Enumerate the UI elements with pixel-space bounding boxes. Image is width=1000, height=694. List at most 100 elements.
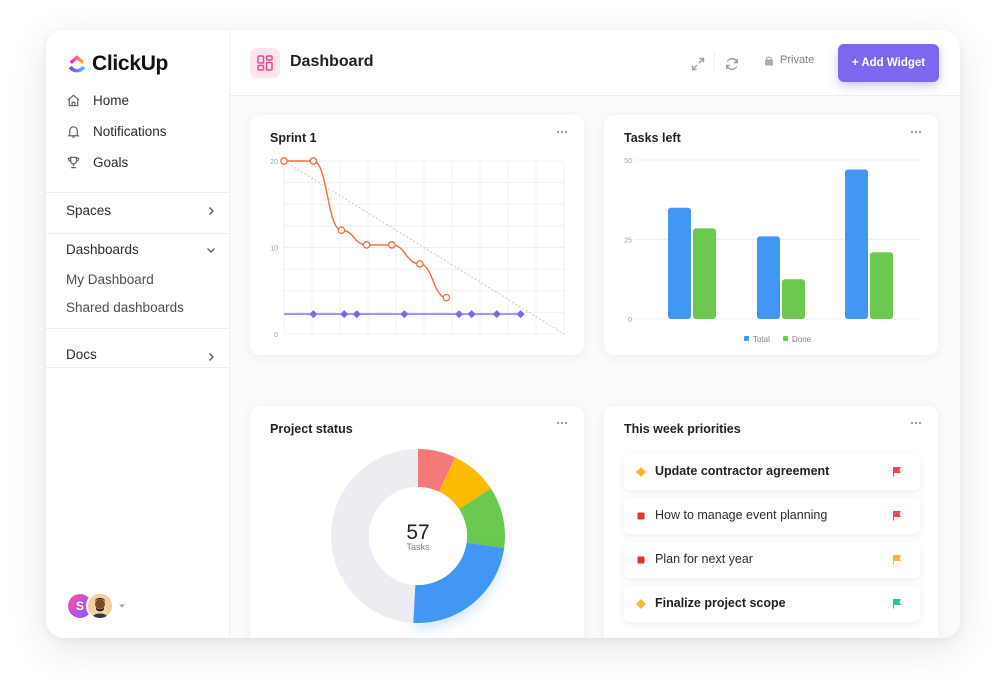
widget-priorities: This week priorities Update contractor a… (604, 406, 938, 638)
burndown-point[interactable] (337, 226, 346, 235)
priority-diamond-icon (636, 467, 646, 477)
expand-icon[interactable] (690, 56, 706, 72)
section-label: Spaces (66, 203, 112, 218)
bar-done[interactable] (782, 279, 805, 319)
flag-icon[interactable] (892, 466, 902, 477)
y-tick-label: 0 (628, 317, 632, 324)
sidebar-item-my-dashboard[interactable]: My Dashboard (66, 272, 154, 287)
more-icon[interactable] (556, 420, 568, 426)
donut-slice[interactable] (459, 488, 505, 548)
bar-done[interactable] (870, 252, 893, 319)
sidebar: ClickUp Home Notifications Goals Spaces (46, 30, 230, 638)
project-status-chart: 57 Tasks (331, 449, 505, 623)
lock-icon (765, 56, 773, 65)
burndown-line (284, 160, 447, 299)
chart-grid (283, 160, 565, 335)
chevron-right-icon (209, 353, 214, 361)
sidebar-item-goals[interactable]: Goals (66, 155, 128, 170)
chevron-right-icon (209, 206, 214, 215)
header-divider (714, 52, 715, 74)
refresh-icon[interactable] (724, 56, 740, 72)
sidebar-item-notifications[interactable]: Notifications (66, 124, 167, 139)
ideal-line (283, 160, 565, 335)
legend-swatch (783, 336, 788, 341)
sidebar-item-label: Notifications (93, 124, 167, 139)
privacy-toggle[interactable]: Private (764, 54, 814, 66)
donut-slice[interactable] (418, 449, 456, 492)
sidebar-item-shared-dashboards[interactable]: Shared dashboards (66, 300, 184, 315)
bar-total[interactable] (668, 207, 691, 319)
priority-diamond-icon (636, 599, 646, 609)
add-widget-button[interactable]: + Add Widget (838, 44, 939, 82)
donut-slice[interactable] (438, 457, 491, 510)
completed-point[interactable] (492, 310, 501, 319)
sidebar-section-docs[interactable]: Docs (66, 340, 216, 362)
logo[interactable]: ClickUp (66, 52, 168, 76)
priority-label: Finalize project scope (655, 596, 786, 610)
widget-sprint: Sprint 1 0 10 20 (250, 115, 584, 355)
sidebar-divider (46, 233, 230, 234)
donut-hole (369, 487, 467, 585)
bell-icon (67, 126, 80, 138)
legend-label: Total (753, 335, 770, 344)
bar-done[interactable] (693, 228, 716, 319)
flag-icon[interactable] (892, 554, 902, 565)
burndown-point[interactable] (362, 241, 371, 249)
sidebar-item-home[interactable]: Home (66, 93, 129, 108)
dashboard-main: Sprint 1 0 10 20 Tasks left 0 25 50 Total Done… (230, 96, 960, 638)
completed-point[interactable] (467, 310, 476, 319)
sidebar-divider (46, 328, 230, 329)
burndown-point[interactable] (442, 293, 451, 302)
y-tick-label: 50 (624, 158, 632, 165)
priority-square-icon (637, 556, 645, 564)
priority-item[interactable]: How to manage event planning (624, 498, 920, 534)
completed-point[interactable] (455, 310, 463, 319)
flag-icon[interactable] (892, 510, 902, 521)
flag-icon[interactable] (892, 598, 902, 609)
trophy-icon (67, 156, 80, 169)
y-tick-label: 0 (274, 332, 278, 339)
page-title: Dashboard (290, 53, 374, 70)
burndown-point[interactable] (309, 157, 318, 165)
bar-total[interactable] (757, 236, 780, 319)
widget-title: This week priorities (624, 422, 741, 436)
section-label: Dashboards (66, 242, 139, 257)
avatar (86, 592, 114, 620)
more-icon[interactable] (910, 129, 922, 135)
app-window: ClickUp Home Notifications Goals Spaces (46, 30, 960, 638)
person-icon (88, 594, 112, 618)
completed-point[interactable] (352, 310, 361, 319)
legend-label: Done (792, 335, 812, 344)
completed-point[interactable] (340, 310, 349, 319)
donut-center-value: 57 (406, 521, 429, 544)
more-icon[interactable] (910, 420, 922, 426)
privacy-label: Private (780, 54, 815, 66)
y-tick-label: 20 (270, 159, 278, 166)
priority-label: How to manage event planning (655, 508, 828, 522)
sidebar-item-label: Home (93, 93, 130, 108)
sprint-chart: 0 10 20 (270, 157, 565, 339)
priority-item[interactable]: Plan for next year (624, 542, 920, 578)
more-icon[interactable] (556, 129, 568, 135)
section-label: Docs (66, 347, 97, 362)
burndown-point[interactable] (387, 241, 396, 249)
completed-point[interactable] (516, 310, 525, 319)
widget-tasks-left: Tasks left 0 25 50 Total Done (604, 115, 938, 355)
user-menu[interactable]: S (66, 592, 126, 620)
sidebar-divider (46, 192, 230, 193)
burndown-point[interactable] (280, 157, 288, 165)
completed-point[interactable] (309, 310, 318, 319)
donut-slice[interactable] (413, 542, 505, 623)
logo-text: ClickUp (92, 52, 169, 75)
y-tick-label: 10 (270, 246, 278, 253)
completed-point[interactable] (400, 310, 409, 319)
donut-slice[interactable] (331, 449, 418, 623)
priority-item[interactable]: Finalize project scope (624, 586, 920, 622)
clickup-logo-icon (68, 55, 86, 73)
bar-total[interactable] (845, 169, 868, 319)
sidebar-section-dashboards[interactable]: Dashboards (66, 242, 216, 257)
burndown-point[interactable] (415, 260, 424, 268)
priority-item[interactable]: Update contractor agreement (624, 454, 920, 490)
sidebar-section-spaces[interactable]: Spaces (66, 203, 216, 218)
tasks-left-chart: 0 25 50 Total Done (624, 158, 920, 344)
